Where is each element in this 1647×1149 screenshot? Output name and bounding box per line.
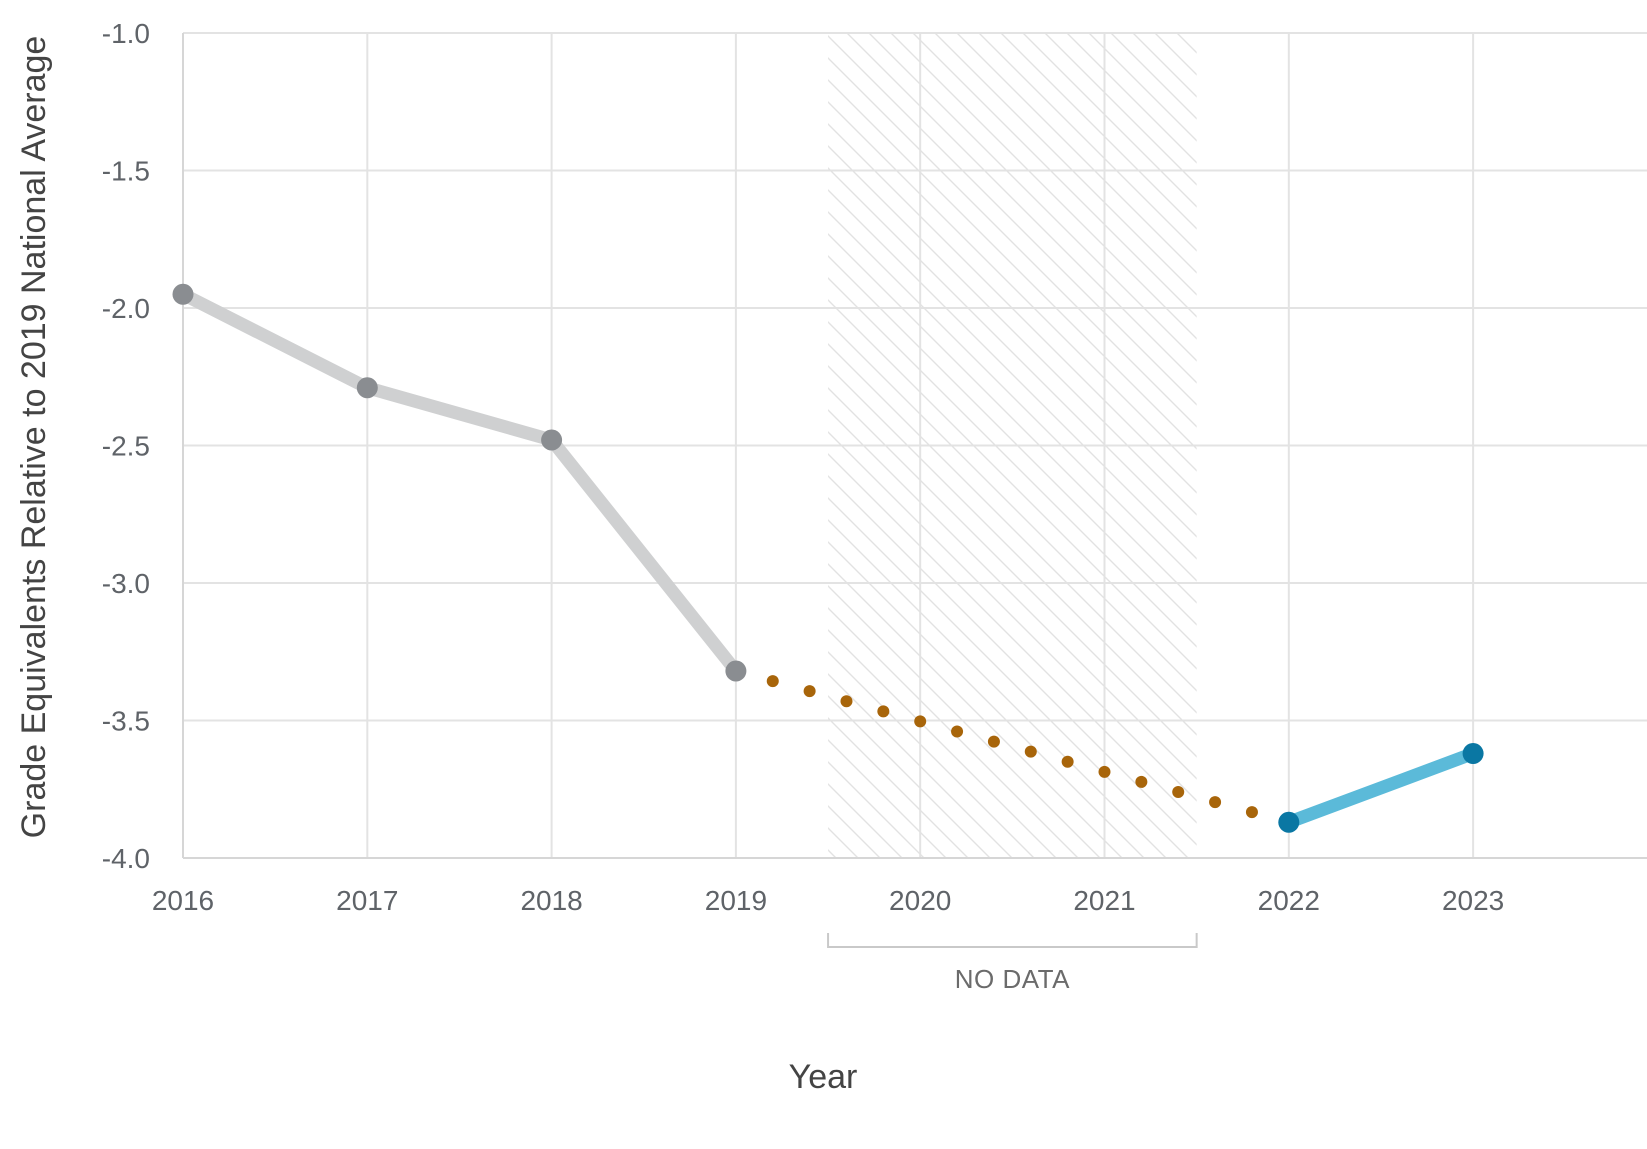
projection-dot	[1135, 775, 1148, 788]
x-tick-label: 2022	[1258, 885, 1320, 916]
y-tick-label: -4.0	[102, 843, 150, 874]
no-data-bracket	[827, 933, 1198, 948]
x-axis-title: Year	[789, 1058, 858, 1096]
projection-dot	[1098, 765, 1111, 778]
y-tick-label: -2.0	[102, 293, 150, 324]
y-tick-label: -2.5	[102, 431, 150, 462]
projection-dot	[877, 705, 890, 718]
data-point	[1462, 743, 1484, 764]
axes	[182, 33, 1647, 859]
y-tick-label: -3.5	[102, 706, 150, 737]
y-axis-title: Grade Equivalents Relative to 2019 Natio…	[15, 36, 53, 839]
projection-dot	[1245, 806, 1258, 819]
projection-dot	[1209, 796, 1222, 809]
data-point	[725, 660, 747, 682]
projection-dot	[840, 695, 853, 708]
x-tick-label: 2018	[520, 885, 582, 916]
data-point	[172, 283, 194, 305]
projection-dot	[1172, 786, 1185, 798]
y-tick-label: -3.0	[102, 568, 150, 599]
x-tick-label: 2017	[336, 885, 398, 916]
series-lines	[176, 287, 1480, 829]
projection-dot	[1024, 745, 1037, 758]
y-tick-label: -1.5	[102, 156, 150, 187]
y-tick-label: -1.0	[102, 18, 150, 49]
x-tick-label: 2021	[1073, 885, 1135, 916]
x-tick-label: 2023	[1442, 885, 1504, 916]
data-point	[541, 429, 563, 451]
no-data-label: NO DATA	[955, 964, 1070, 994]
projection-dot	[951, 725, 964, 738]
x-tick-label: 2016	[152, 885, 214, 916]
no-data-region	[828, 33, 1197, 858]
projection-dot	[1061, 755, 1074, 768]
projection-dot	[766, 675, 779, 688]
projection-dot	[914, 715, 927, 728]
x-tick-label: 2020	[889, 885, 951, 916]
data-points	[172, 283, 1484, 833]
data-point	[356, 377, 378, 399]
x-tick-label: 2019	[705, 885, 767, 916]
data-point	[1278, 811, 1300, 833]
series-line-3	[1282, 747, 1480, 829]
projection-dot	[987, 735, 1000, 748]
projection-dot	[803, 685, 816, 698]
series-line-1	[176, 287, 743, 678]
